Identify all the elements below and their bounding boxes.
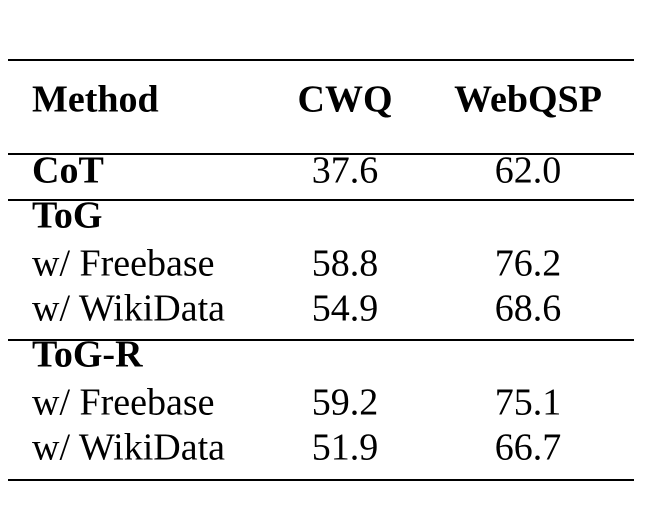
section-title: ToG-R (32, 334, 143, 376)
method-cell: w/ Freebase (32, 382, 215, 424)
score-cell: 37.6 (312, 150, 379, 192)
method-cell: w/ WikiData (32, 288, 225, 330)
method-cell: w/ Freebase (32, 243, 215, 285)
header-cell: WebQSP (454, 79, 602, 121)
score-cell: 58.8 (312, 243, 379, 285)
header-cell: CWQ (298, 79, 393, 121)
score-cell: 76.2 (495, 243, 562, 285)
score-cell: 68.6 (495, 288, 562, 330)
method-cell: w/ WikiData (32, 427, 225, 469)
score-cell: 59.2 (312, 382, 379, 424)
score-cell: 54.9 (312, 288, 379, 330)
score-cell: 75.1 (495, 382, 562, 424)
header-cell: Method (32, 79, 159, 121)
section-title: ToG (32, 195, 102, 237)
score-cell: 51.9 (312, 427, 379, 469)
score-cell: 62.0 (495, 150, 562, 192)
score-cell: 66.7 (495, 427, 562, 469)
method-cell: CoT (32, 150, 104, 192)
